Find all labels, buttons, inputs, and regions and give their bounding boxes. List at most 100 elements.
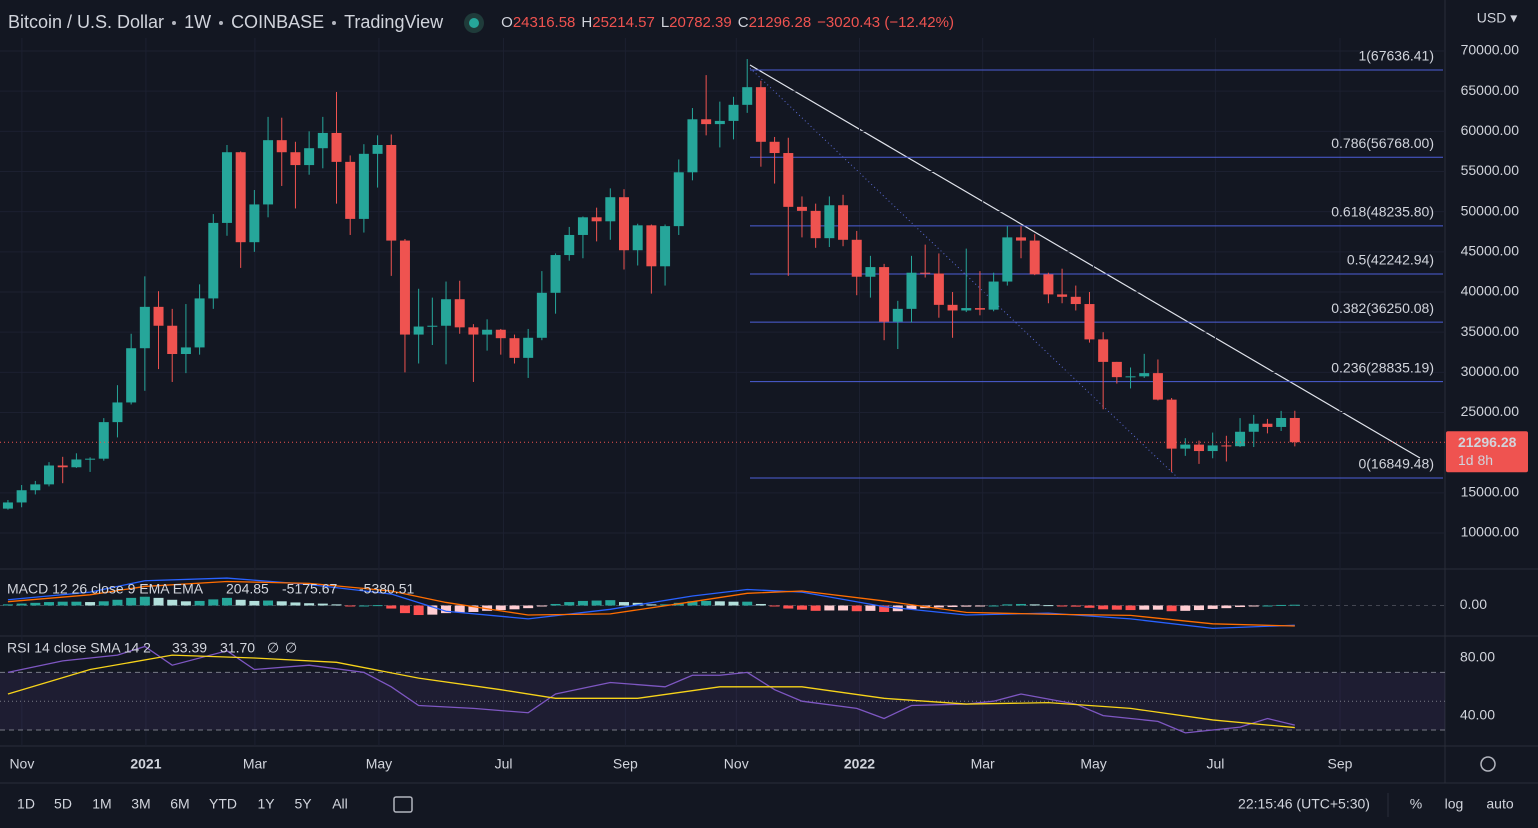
scale-option[interactable]: log xyxy=(1445,796,1464,812)
date-range-icon[interactable] xyxy=(393,796,413,813)
macd-histogram xyxy=(755,603,766,606)
prefix: C xyxy=(737,14,749,31)
fib-trend-line[interactable] xyxy=(749,67,1179,479)
interval[interactable]: 1W xyxy=(184,12,212,32)
macd-histogram xyxy=(290,602,301,606)
macd-histogram xyxy=(879,605,890,612)
separator xyxy=(332,20,337,25)
macd-histogram xyxy=(1043,605,1054,607)
candle-body xyxy=(1289,417,1300,443)
candle-body xyxy=(345,161,356,219)
candle-body xyxy=(742,87,753,105)
y-tick-label: 35000.00 xyxy=(1461,323,1520,339)
currency-menu[interactable]: USD ▾ xyxy=(1477,10,1517,26)
macd-histogram xyxy=(372,605,383,607)
candle-body xyxy=(728,104,739,121)
countdown: 1d 8h xyxy=(1458,452,1493,468)
macd-histogram xyxy=(167,599,178,606)
y-tick-label: 50000.00 xyxy=(1461,202,1520,218)
fib-label: 1(67636.41) xyxy=(1358,48,1434,64)
macd-histogram xyxy=(358,605,369,607)
candle-body xyxy=(591,217,602,222)
candle-body xyxy=(755,87,766,142)
macd-histogram xyxy=(1029,604,1040,606)
candle-body xyxy=(824,205,835,239)
candle-body xyxy=(550,255,561,293)
value: 24316.58 xyxy=(512,14,576,31)
symbol[interactable]: Bitcoin / U.S. Dollar xyxy=(8,12,165,32)
fib-label: 0.236(28835.19) xyxy=(1331,359,1434,375)
x-tick-label: Jul xyxy=(1206,756,1224,772)
range-button[interactable]: 5D xyxy=(54,796,72,812)
macd-histogram xyxy=(1248,605,1259,607)
last-price-badge xyxy=(1446,431,1528,473)
x-tick-label: Nov xyxy=(724,756,749,772)
macd-histogram xyxy=(331,604,342,606)
macd-histogram xyxy=(441,605,452,614)
range-button[interactable]: 1Y xyxy=(257,796,275,812)
fib-label: 0.382(36250.08) xyxy=(1331,300,1434,316)
macd-histogram xyxy=(865,605,876,611)
fib-label: 0.786(56768.00) xyxy=(1331,135,1434,151)
candle-body xyxy=(646,225,657,267)
clock: 22:15:46 (UTC+5:30) xyxy=(1238,796,1370,812)
fib-label: 0.5(42242.94) xyxy=(1347,252,1434,268)
candle-body xyxy=(194,298,205,348)
y-tick-label: 80.00 xyxy=(1460,649,1495,665)
macd-histogram xyxy=(701,600,712,606)
y-tick-label: 25000.00 xyxy=(1461,403,1520,419)
candle-body xyxy=(974,308,985,310)
candle-body xyxy=(112,402,123,423)
range-button[interactable]: 1D xyxy=(17,796,35,812)
settings-icon[interactable] xyxy=(1480,756,1496,772)
candle-body xyxy=(838,205,849,240)
market-status[interactable] xyxy=(469,17,480,28)
range-button[interactable]: 6M xyxy=(170,796,189,812)
range-button[interactable]: YTD xyxy=(209,796,237,812)
rsi-sma-line xyxy=(7,654,1295,729)
macd-histogram xyxy=(714,601,725,606)
candle-body xyxy=(290,152,301,166)
macd-histogram xyxy=(194,600,205,606)
candle-body xyxy=(783,153,794,207)
macd-histogram xyxy=(947,605,958,608)
candle-body xyxy=(1016,237,1027,241)
rsi-extra: ∅ xyxy=(267,640,279,656)
trend-line[interactable] xyxy=(749,64,1421,459)
range-button[interactable]: 5Y xyxy=(294,796,312,812)
y-tick-label: 40000.00 xyxy=(1461,283,1520,299)
candle-body xyxy=(1125,376,1136,378)
candle-body xyxy=(221,152,232,223)
macd-histogram xyxy=(1262,605,1273,607)
range-button[interactable]: All xyxy=(332,796,348,812)
macd-histogram xyxy=(221,597,232,606)
candle-body xyxy=(468,327,479,335)
candle-body xyxy=(153,306,164,326)
scale-option[interactable]: auto xyxy=(1486,796,1513,812)
range-button[interactable]: 1M xyxy=(92,796,111,812)
candle-body xyxy=(427,325,438,327)
candle-body xyxy=(30,484,41,491)
macd-histogram xyxy=(728,601,739,606)
value: 20782.39 xyxy=(669,14,732,31)
candle-body xyxy=(1207,445,1218,452)
macd-histogram xyxy=(824,605,835,611)
candle-body xyxy=(1166,399,1177,449)
rsi-sma-value: 31.70 xyxy=(220,640,255,656)
macd-histogram xyxy=(413,605,424,616)
macd-histogram xyxy=(139,596,150,606)
indicator-title: MACD 12 26 close 9 EMA EMA xyxy=(7,581,204,597)
scale-option[interactable]: % xyxy=(1410,796,1422,812)
macd-histogram xyxy=(618,602,629,606)
macd-histogram xyxy=(85,602,96,606)
range-button[interactable]: 3M xyxy=(131,796,150,812)
x-tick-label: May xyxy=(366,756,392,772)
macd-histogram xyxy=(1235,605,1246,608)
candle-body xyxy=(673,172,684,227)
candle-body xyxy=(167,325,178,355)
macd-histogram xyxy=(2,604,13,606)
ohlc-low: L20782.39 xyxy=(661,14,732,31)
ohlc-open: O24316.58 xyxy=(501,14,575,31)
